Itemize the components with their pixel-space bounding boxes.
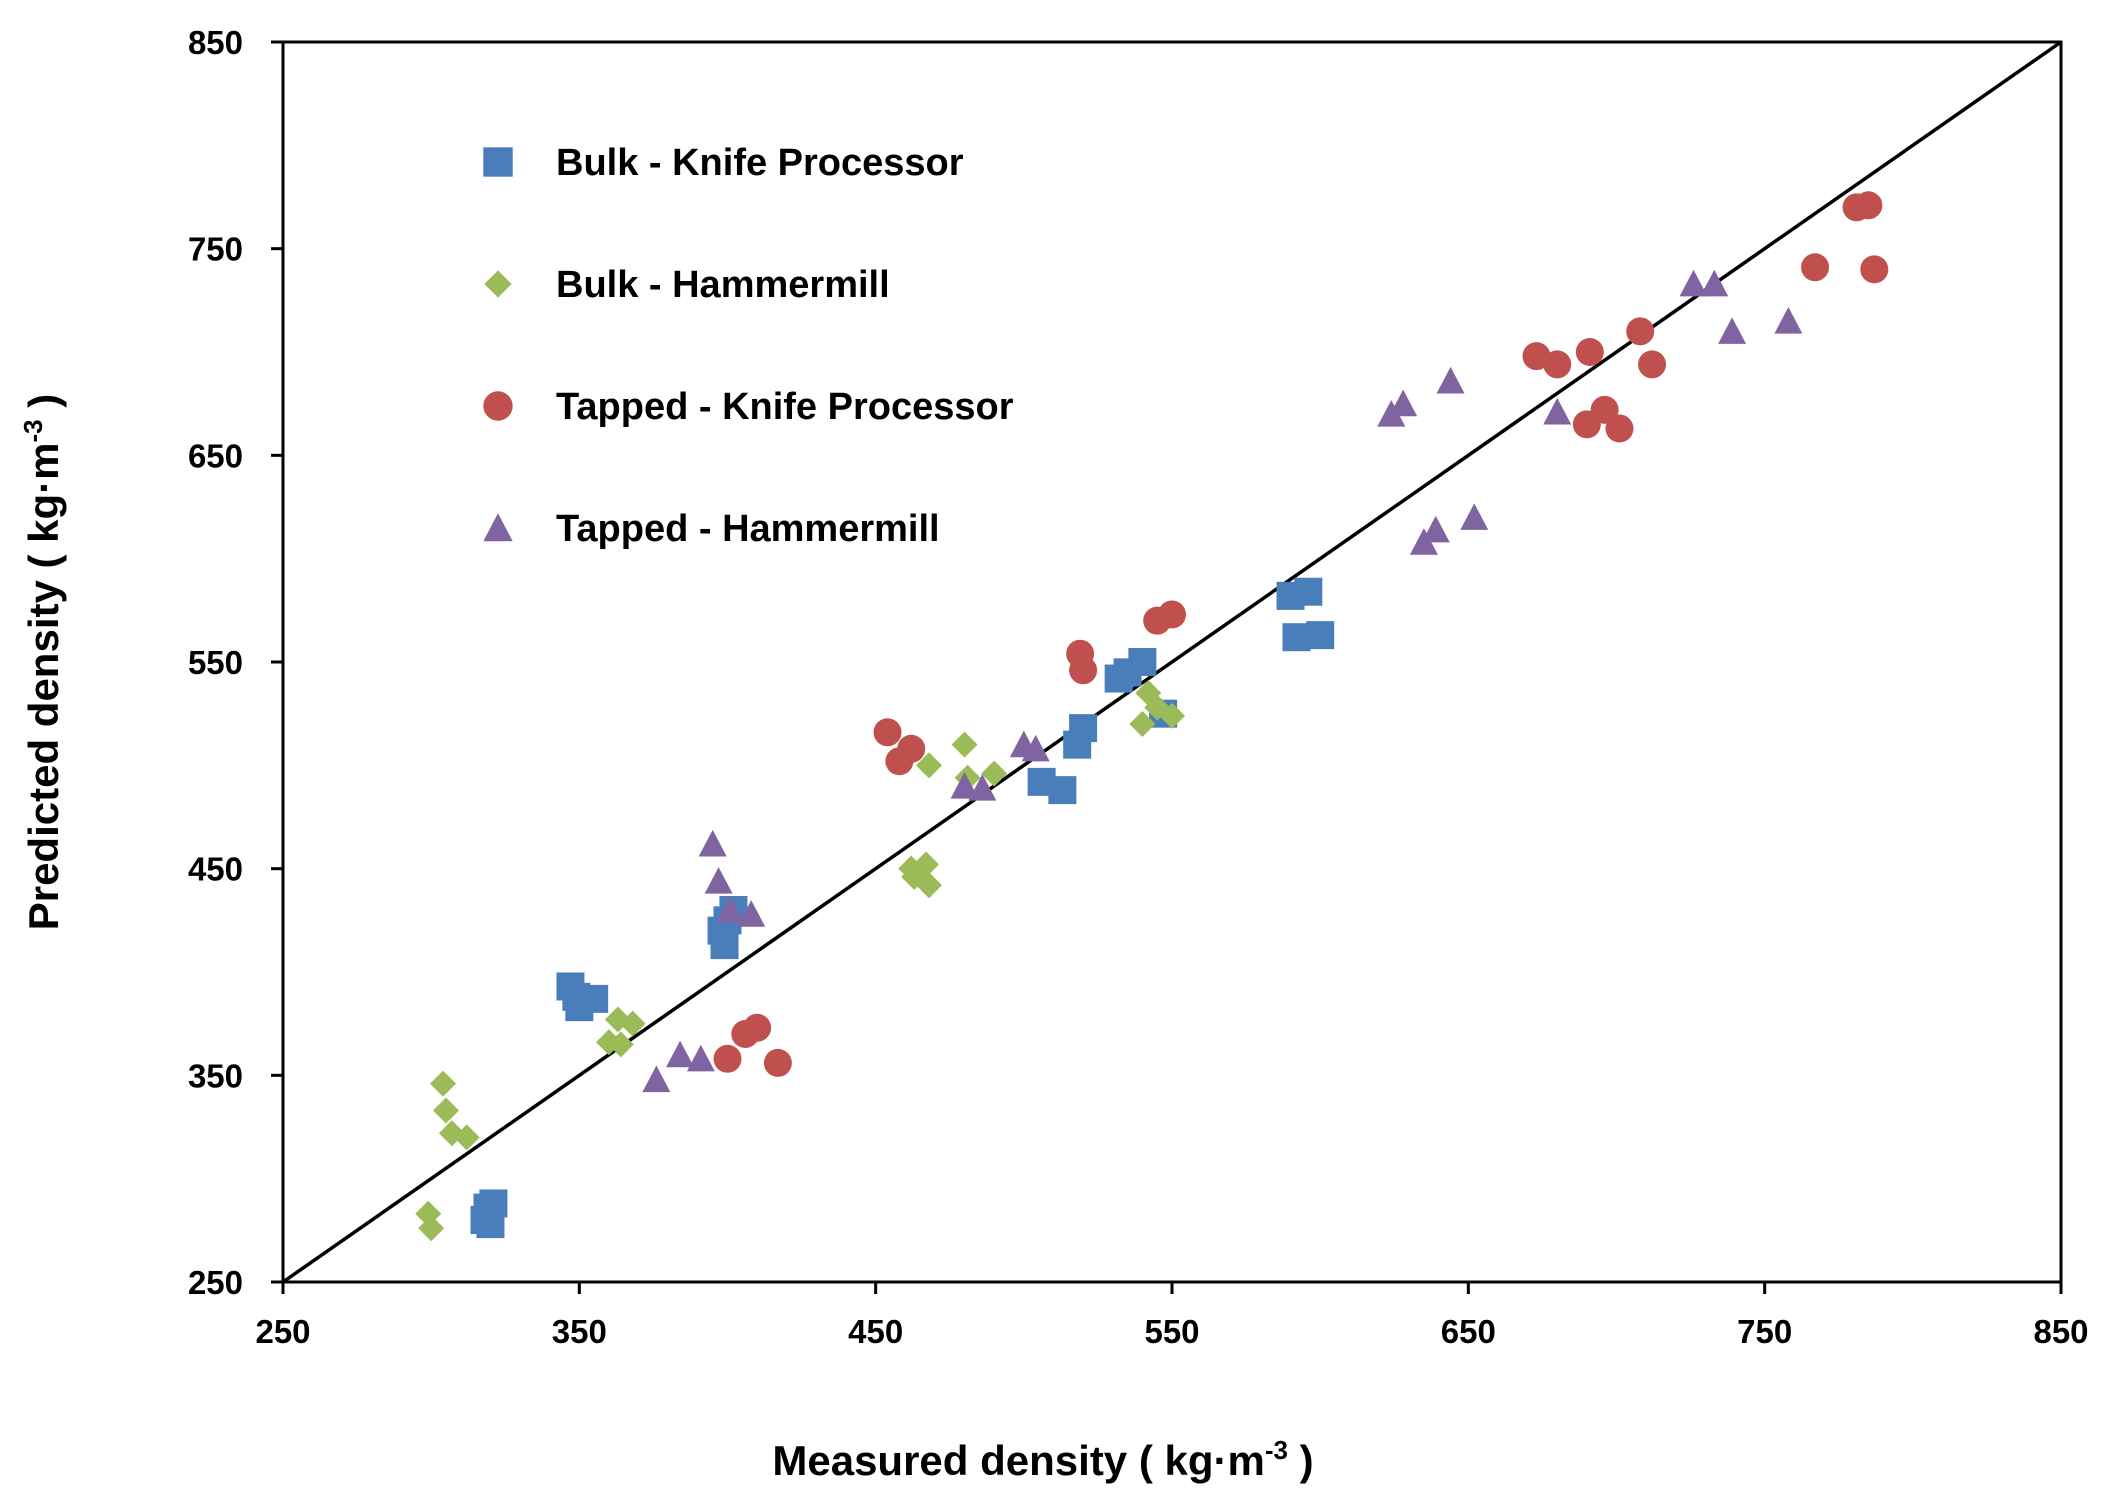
data-point-triangle [716,896,745,923]
x-axis-title: Measured density ( kg·m-3 ) [772,1435,1313,1484]
data-point-diamond [607,1031,634,1058]
data-point-diamond [418,1215,445,1242]
data-point-square [1069,714,1098,743]
data-point-circle [1854,191,1883,220]
data-point-diamond [981,760,1008,787]
x-tick-label: 850 [2033,1313,2088,1350]
data-point-triangle [950,772,979,799]
data-point-diamond [913,851,940,878]
data-point-diamond [951,731,978,758]
plot-area [281,40,2063,1284]
data-point-triangle [1679,269,1708,297]
data-point-triangle [666,1040,695,1068]
legend-marker-square [483,147,513,177]
data-point-circle [1158,600,1186,629]
x-tick-label: 750 [1737,1313,1792,1350]
data-point-diamond [916,752,943,779]
legend-item: Tapped - Knife Processor [483,386,1014,428]
x-tick-label: 650 [1441,1313,1496,1350]
data-point-triangle [1389,389,1418,417]
data-point-triangle [642,1065,671,1093]
y-tick-label: 550 [188,644,243,681]
data-point-square [580,984,609,1013]
data-point-triangle [686,1044,715,1072]
legend-marker-triangle [483,513,513,542]
data-point-diamond [619,1010,646,1037]
y-tick-label: 450 [188,851,243,888]
reference-line-y-equals-x [281,40,2063,1284]
data-point-circle [1801,253,1830,282]
data-point-square [1294,577,1323,606]
data-point-triangle [1421,515,1450,543]
legend-marker-diamond [484,270,512,298]
data-point-circle [1605,414,1634,443]
data-point-square [479,1189,508,1218]
data-point-triangle [704,867,733,894]
x-tick-label: 250 [255,1313,310,1350]
data-point-triangle [1460,503,1489,530]
data-point-triangle [968,774,997,801]
y-tick-label: 350 [188,1057,243,1094]
data-point-square [710,931,739,960]
data-point-square [1048,776,1077,805]
x-tick-label: 350 [552,1313,607,1350]
y-tick-label: 650 [188,437,243,474]
data-point-triangle [698,829,727,857]
data-point-diamond [916,872,943,899]
y-tick-label: 850 [188,24,243,61]
legend: Bulk - Knife Processor Bulk - Hammermill T… [483,142,1014,550]
data-point-square [1128,648,1157,676]
data-point-circle [763,1048,792,1077]
data-point-diamond [1159,702,1185,729]
data-point-triangle [1700,269,1729,297]
data-point-diamond [453,1124,480,1151]
data-point-diamond [1129,711,1156,737]
data-point-circle [1638,350,1667,379]
y-tick-label: 250 [188,1264,243,1301]
data-point-triangle [1543,397,1572,425]
legend-label: Bulk - Knife Processor [556,142,964,184]
data-point-circle [1575,338,1604,366]
data-point-square [1282,623,1311,652]
legend-item: Tapped - Hammermill [483,508,940,550]
x-axis-ticks: 250 350 450 550 650 750 850 [255,1282,2089,1350]
data-point-diamond [430,1070,457,1097]
data-point-circle [713,1044,742,1073]
legend-marker-circle [483,391,513,421]
legend-item: Bulk - Knife Processor [483,142,964,184]
data-point-diamond [432,1097,459,1124]
data-point-square [1306,621,1335,650]
legend-label: Bulk - Hammermill [556,264,890,306]
data-points [415,191,1889,1242]
y-axis-title: Predicted density ( kg·m-3 ) [18,394,67,931]
x-tick-label: 450 [848,1313,903,1350]
data-point-circle [1860,255,1889,284]
legend-item: Bulk - Hammermill [484,264,890,306]
legend-label: Tapped - Knife Processor [556,386,1014,428]
series-triangle [642,269,1803,1093]
data-point-circle [897,734,926,763]
data-point-circle [743,1013,772,1042]
data-point-triangle [1718,317,1747,344]
data-point-circle [1626,317,1655,346]
data-point-circle [873,718,902,747]
data-point-triangle [1021,734,1050,762]
data-point-triangle [1436,366,1465,394]
y-tick-label: 750 [188,231,243,268]
data-point-circle [1069,656,1098,685]
series-circle [713,191,1889,1077]
data-point-triangle [737,900,766,927]
data-point-triangle [1774,307,1803,334]
y-axis-ticks: 250 350 450 550 650 750 850 [188,24,283,1301]
legend-label: Tapped - Hammermill [556,508,940,550]
data-point-circle [1543,350,1572,379]
x-tick-label: 550 [1144,1313,1199,1350]
